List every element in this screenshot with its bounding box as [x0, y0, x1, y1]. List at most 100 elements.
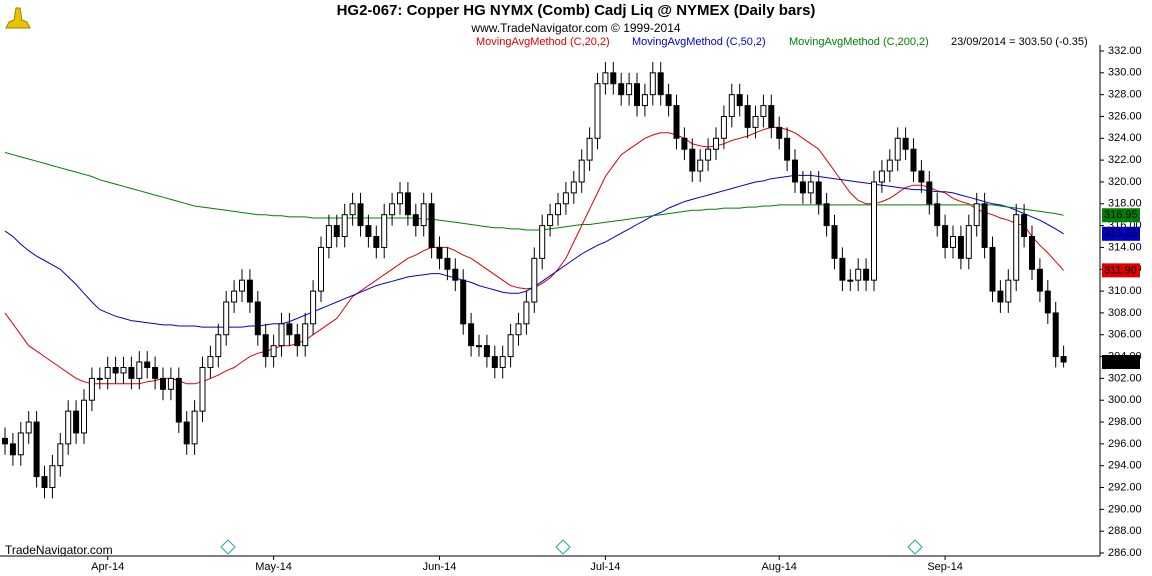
candle-body	[88, 377, 95, 401]
candle-body	[594, 83, 601, 139]
candle-body	[1044, 290, 1051, 314]
candle-body	[17, 432, 24, 456]
candle-body	[333, 225, 340, 238]
y-tick-label: 292.00	[1108, 481, 1142, 493]
candle-body	[823, 203, 830, 227]
candle-body	[483, 345, 490, 358]
candle-body	[278, 323, 285, 347]
candle-body	[657, 72, 664, 96]
candle-body	[523, 301, 530, 325]
y-tick-label: 320.00	[1108, 176, 1142, 188]
ma-line	[4, 152, 1064, 231]
candle-body	[760, 105, 767, 117]
last-value-box	[1102, 355, 1140, 370]
candle-body	[934, 203, 941, 227]
candle-body	[863, 268, 870, 281]
logo	[5, 7, 31, 29]
candle-body	[452, 268, 459, 281]
candle-body	[239, 279, 245, 292]
candle-body	[373, 236, 380, 248]
candle-body	[602, 72, 609, 85]
candle-body	[81, 399, 87, 434]
candle-body	[578, 159, 585, 183]
candle-body	[428, 203, 435, 248]
x-tick-label: Jun-14	[423, 561, 457, 573]
date-note: 23/09/2014 = 303.50 (-0.35)	[951, 36, 1088, 48]
y-tick-label: 324.00	[1108, 132, 1142, 144]
x-tick-label: May-14	[255, 561, 292, 573]
candle-body	[1052, 312, 1059, 358]
candle-body	[926, 181, 933, 205]
candle-body	[744, 105, 751, 128]
candle-body	[160, 377, 166, 390]
candle-body	[665, 94, 672, 107]
candle-body	[1013, 214, 1020, 281]
candle-body	[886, 159, 893, 172]
candle-body	[649, 72, 656, 96]
candle-body	[634, 83, 640, 107]
candle-body	[839, 257, 846, 281]
event-icons	[220, 539, 923, 555]
y-tick-label: 302.00	[1108, 372, 1142, 384]
candle-body	[499, 356, 506, 368]
candle-body	[831, 225, 838, 259]
candle-body	[515, 323, 522, 336]
last-value-label: 316.95	[1104, 209, 1138, 221]
candle-body	[807, 181, 814, 194]
candle-body	[871, 181, 877, 281]
candle-body	[973, 203, 980, 227]
candle-body	[768, 105, 775, 128]
y-tick-label: 308.00	[1108, 307, 1142, 319]
candle-body	[641, 94, 648, 107]
candle-body	[112, 366, 119, 374]
candle-body	[965, 225, 972, 259]
candle-body	[1060, 356, 1067, 363]
candle-body	[784, 137, 791, 161]
candle-body	[902, 137, 909, 150]
candle-body	[1021, 214, 1028, 238]
candle-body	[697, 159, 704, 172]
candle-body	[626, 83, 633, 96]
candle-body	[175, 377, 182, 423]
x-tick-label: Sep-14	[927, 561, 962, 573]
y-tick-label: 322.00	[1108, 154, 1142, 166]
y-tick-label: 300.00	[1108, 394, 1142, 406]
candle-body	[310, 290, 317, 325]
candle-body	[73, 410, 80, 434]
candle-body	[2, 437, 8, 445]
candle-body	[531, 257, 538, 303]
candle-body	[215, 334, 222, 358]
candle-body	[713, 137, 719, 150]
candle-body	[25, 421, 32, 434]
y-tick-label: 314.00	[1108, 241, 1142, 253]
y-tick-label: 286.00	[1108, 547, 1142, 559]
candle-body	[167, 377, 174, 390]
chart-subtitle: www.TradeNavigator.com © 1999-2014	[470, 21, 680, 35]
candle-body	[736, 94, 743, 107]
candle-body	[476, 345, 482, 348]
candle-body	[673, 105, 680, 139]
candle-body	[847, 279, 854, 282]
candle-body	[223, 301, 230, 336]
candle-body	[997, 290, 1004, 303]
candle-body	[96, 377, 103, 380]
legend-entry: MovingAvgMethod (C,50,2)	[632, 36, 766, 48]
legend-entry: MovingAvgMethod (C,20,2)	[476, 36, 610, 48]
watermark: TradeNavigator.com	[5, 543, 113, 557]
candle-body	[957, 236, 964, 259]
candle-body	[365, 225, 372, 238]
y-tick-label: 318.00	[1108, 198, 1142, 210]
y-tick-label: 330.00	[1108, 67, 1142, 79]
candle-body	[381, 214, 388, 248]
candle-body	[231, 290, 238, 303]
x-tick-label: Apr-14	[91, 561, 124, 573]
legend-entry: MovingAvgMethod (C,200,2)	[789, 36, 929, 48]
y-tick-label: 328.00	[1108, 89, 1142, 101]
candle-body	[246, 279, 253, 303]
y-tick-label: 298.00	[1108, 416, 1142, 428]
candle-body	[302, 323, 309, 347]
y-tick-label: 294.00	[1108, 460, 1142, 472]
candle-body	[349, 203, 356, 216]
candle-body	[752, 115, 759, 128]
